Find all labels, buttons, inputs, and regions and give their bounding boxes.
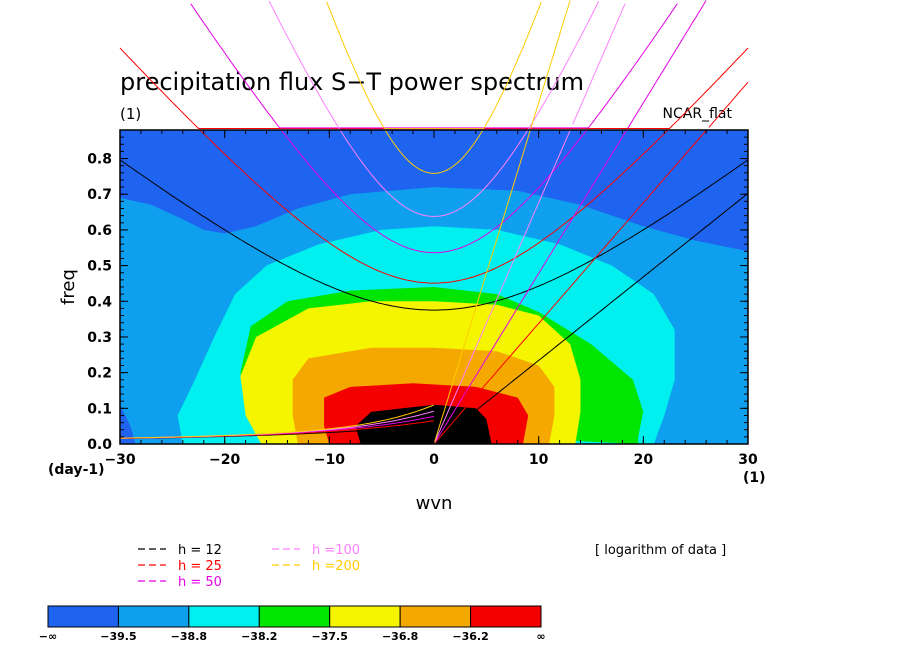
ig-curve-3 (280, 130, 588, 254)
kelvin-curve-3 (433, 130, 628, 444)
kelvin-extension-3 (627, 0, 707, 129)
y-unit-label: (day-1) (48, 462, 105, 478)
colorbar-label: ∞ (536, 630, 545, 643)
colorbar-swatch (470, 605, 542, 628)
x-tick-label: −10 (314, 452, 345, 468)
colormap-name: NCAR_flat (663, 106, 733, 122)
chart-title: precipitation flux S−T power spectrum (120, 68, 584, 96)
legend-label: h =200 (312, 559, 360, 574)
x-unit-label: (1) (743, 470, 766, 486)
colorbar-swatch (258, 605, 331, 628)
kelvin-extension-5 (530, 0, 571, 129)
colorbar-swatch (47, 605, 119, 628)
colorbar-label: −∞ (39, 630, 57, 643)
dispersion-curves (120, 130, 748, 444)
y-axis: 0.0 0.1 0.2 0.3 0.4 0.5 0.6 0.7 0.8 (87, 136, 748, 453)
y-tick-label: 0.7 (87, 187, 112, 203)
colorbar-swatch (329, 605, 401, 628)
y-axis-label: freq (58, 269, 79, 305)
ig-extension-4 (268, 0, 600, 130)
colorbar-label: −37.5 (312, 630, 348, 643)
colorbar-swatch (188, 605, 260, 628)
y-tick-label: 0.2 (87, 366, 112, 382)
colorbar-swatch (117, 605, 190, 628)
ig-extension-5 (326, 1, 542, 130)
colorbar-label: −39.5 (100, 630, 136, 643)
mrg-curve-5 (120, 404, 435, 439)
kelvin-curve-1 (433, 192, 748, 444)
x-tick-label: −20 (209, 452, 240, 468)
plot-area (120, 130, 748, 444)
x-tick-label: 20 (634, 452, 654, 468)
y-tick-label: 0.0 (87, 437, 112, 453)
colorbar-swatch (399, 605, 472, 628)
curve-extensions (119, 0, 749, 130)
y-tick-label: 0.3 (87, 330, 112, 346)
kelvin-curve-4 (433, 130, 571, 444)
y-tick-label: 0.6 (87, 223, 112, 239)
contour-region-8 (355, 404, 492, 444)
kelvin-curve-5 (433, 130, 531, 444)
ig-extension-3 (190, 3, 678, 129)
x-tick-label: 10 (529, 452, 549, 468)
ig-curve-2 (199, 130, 669, 284)
legend-label: h =100 (312, 543, 360, 558)
colorbar: −∞ −39.5 −38.8 −38.2 −37.5 −36.8 −36.2 ∞ (39, 605, 546, 643)
x-tick-label: −30 (104, 452, 135, 468)
y-tick-label: 0.1 (87, 401, 112, 417)
y-tick-label: 0.5 (87, 259, 112, 275)
x-tick-label: 0 (429, 452, 439, 468)
colorbar-label: −38.8 (171, 630, 207, 643)
colorbar-label: −36.2 (452, 630, 488, 643)
x-tick-label: 30 (738, 452, 758, 468)
legend-label: h = 25 (178, 559, 222, 574)
kelvin-extension-2 (708, 81, 749, 128)
title-unit: (1) (120, 105, 141, 123)
ig-curve-4 (339, 130, 529, 217)
x-axis: −30 −20 −10 0 10 20 30 (104, 130, 758, 468)
colorbar-label: −36.8 (382, 630, 418, 643)
legend-label: h = 12 (178, 543, 222, 558)
colorbar-label: −38.2 (241, 630, 277, 643)
ig-curve-5 (384, 130, 484, 174)
kelvin-extension-4 (572, 3, 626, 125)
y-tick-label: 0.8 (87, 152, 112, 168)
kelvin-curve-2 (433, 130, 708, 444)
legend-label: h = 50 (178, 575, 222, 590)
color-note: [ logarithm of data ] (595, 543, 726, 558)
ig-curve-1 (120, 159, 748, 311)
x-axis-label: wvn (416, 493, 453, 514)
filled-contours (120, 133, 748, 444)
y-tick-label: 0.4 (87, 294, 112, 310)
